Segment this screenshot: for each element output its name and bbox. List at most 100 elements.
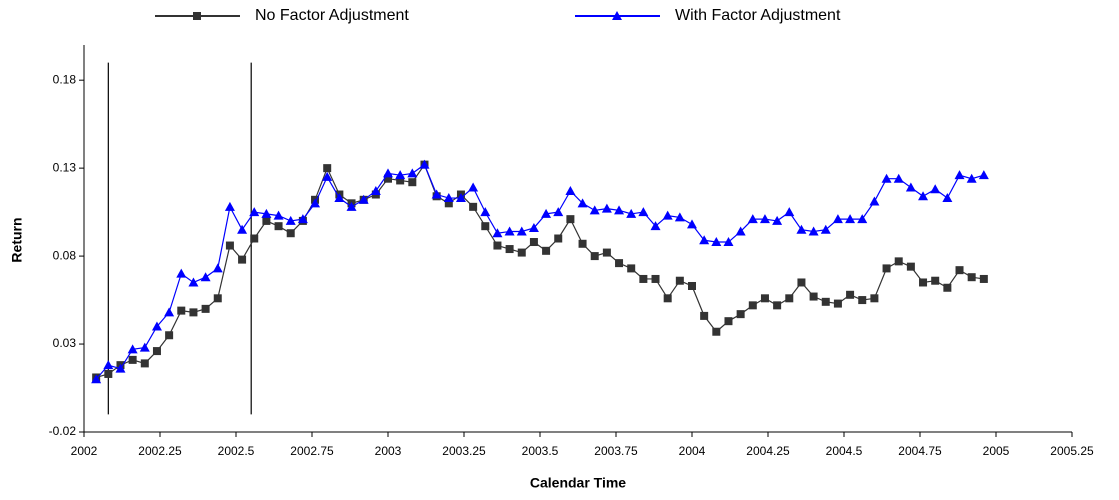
point	[846, 290, 855, 299]
point	[627, 264, 636, 273]
point	[674, 212, 685, 222]
point	[797, 278, 806, 287]
point	[189, 308, 198, 317]
point	[164, 307, 175, 317]
y-tick-label: -0.02	[49, 424, 77, 438]
point	[528, 222, 539, 232]
point	[833, 299, 842, 308]
point	[662, 210, 673, 220]
legend-text: No Factor Adjustment	[255, 7, 409, 24]
point	[408, 178, 417, 187]
point	[577, 198, 588, 208]
point	[176, 268, 187, 278]
point	[930, 184, 941, 194]
x-axis-title: Calendar Time	[530, 475, 626, 491]
x-tick-label: 2003	[375, 444, 402, 458]
point	[747, 214, 758, 224]
point	[760, 294, 769, 303]
point	[469, 202, 478, 211]
x-tick-label: 2005.25	[1050, 444, 1094, 458]
point	[322, 171, 333, 181]
point	[931, 276, 940, 285]
point	[650, 221, 661, 231]
point	[967, 273, 976, 282]
point	[103, 360, 114, 370]
point	[881, 173, 892, 183]
x-tick-label: 2003.75	[594, 444, 638, 458]
point	[505, 245, 514, 254]
x-tick-label: 2002.25	[138, 444, 182, 458]
point	[590, 252, 599, 261]
point	[978, 170, 989, 180]
point	[699, 235, 710, 245]
x-tick-label: 2003.5	[522, 444, 559, 458]
point	[177, 306, 186, 315]
point	[237, 224, 248, 234]
point	[224, 201, 235, 211]
point	[481, 222, 490, 231]
point	[152, 347, 161, 356]
point	[238, 255, 247, 264]
point	[542, 246, 551, 255]
point	[407, 168, 418, 178]
point	[323, 164, 332, 173]
point	[966, 173, 977, 183]
point	[687, 219, 697, 229]
point	[615, 259, 624, 268]
point	[285, 215, 296, 225]
point	[529, 238, 538, 247]
y-axis-title: Return	[9, 217, 25, 262]
point	[918, 191, 929, 201]
plot-area	[84, 45, 1072, 432]
point	[151, 321, 162, 331]
point	[723, 237, 734, 247]
point	[832, 214, 843, 224]
point	[602, 248, 611, 257]
point	[455, 193, 466, 203]
x-tick-label: 2002.5	[218, 444, 255, 458]
point	[894, 257, 903, 266]
point	[821, 297, 830, 306]
point	[286, 229, 295, 238]
point	[870, 294, 879, 303]
point	[809, 292, 818, 301]
point	[638, 207, 649, 217]
point	[688, 281, 696, 290]
point	[626, 208, 637, 218]
point	[492, 228, 503, 238]
point	[395, 170, 406, 180]
series-line	[95, 163, 985, 380]
point	[249, 207, 260, 217]
y-tick-label: 0.08	[53, 248, 77, 262]
point	[370, 186, 381, 196]
point	[785, 294, 794, 303]
point	[468, 182, 479, 192]
point	[140, 359, 149, 368]
point	[784, 207, 795, 217]
point	[820, 224, 831, 234]
point	[565, 186, 576, 196]
point	[724, 317, 733, 326]
point	[955, 266, 964, 275]
point	[516, 226, 527, 236]
point	[139, 342, 150, 352]
point	[443, 193, 454, 203]
point	[943, 283, 952, 292]
point	[601, 203, 612, 213]
x-tick-label: 2004	[679, 444, 706, 458]
point	[383, 168, 393, 178]
y-tick-label: 0.13	[53, 160, 77, 174]
point	[225, 241, 234, 250]
point	[480, 207, 491, 217]
point	[759, 214, 770, 224]
point	[517, 248, 526, 257]
point	[954, 170, 965, 180]
point	[589, 205, 600, 215]
point	[893, 173, 904, 183]
point	[773, 301, 782, 310]
point	[396, 176, 405, 185]
point	[639, 274, 648, 283]
point	[614, 205, 625, 215]
point	[165, 331, 174, 340]
point	[796, 224, 807, 234]
